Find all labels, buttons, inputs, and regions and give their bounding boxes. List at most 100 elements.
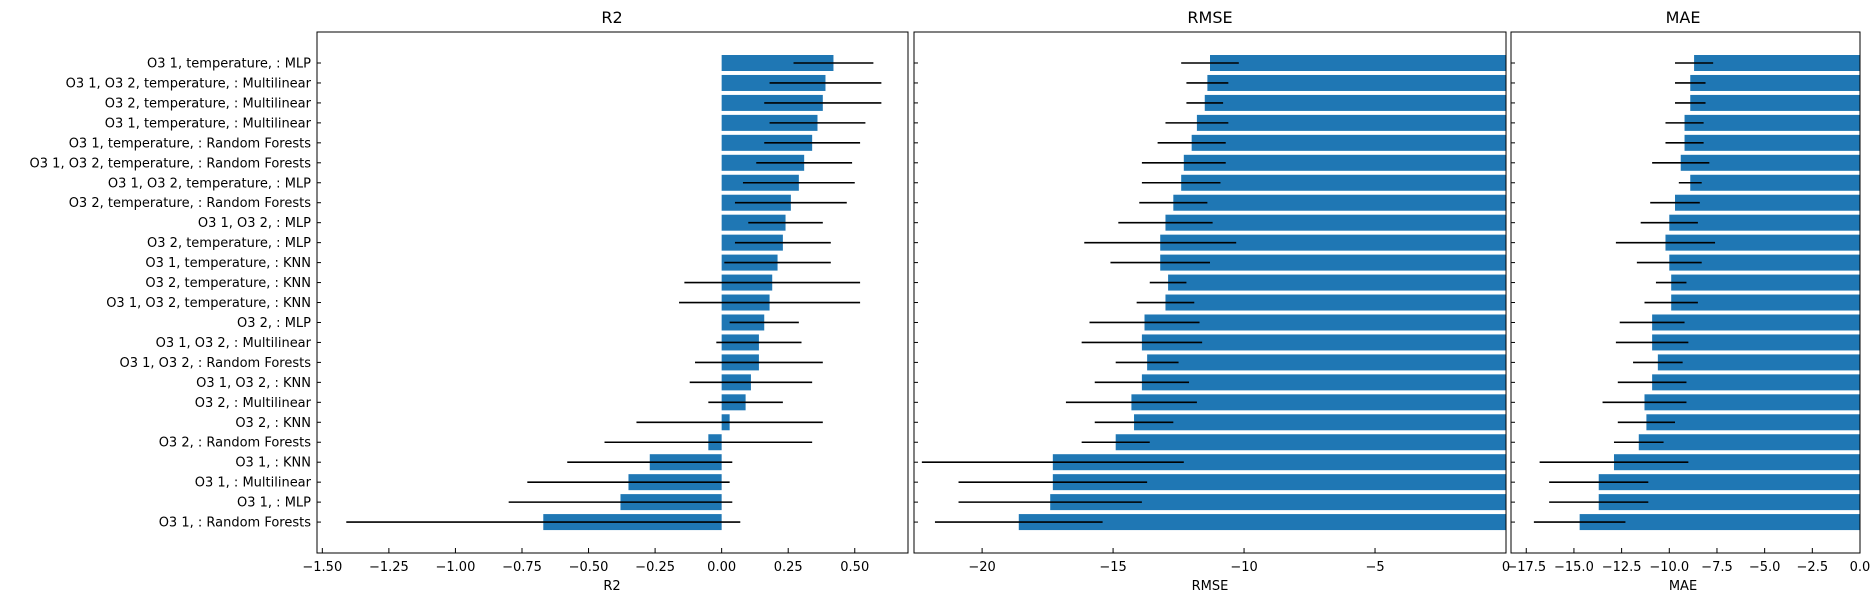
category-label: O3 2, temperature, : MLP — [147, 236, 311, 251]
bar — [1671, 274, 1860, 291]
bar — [1598, 474, 1860, 491]
x-tick-label: −1.00 — [436, 560, 476, 575]
x-tick-label: −2.5 — [1797, 560, 1829, 575]
r2-panel: R2 R2 −1.50 −1.25 −1.00 −0.75 −0.50 −0.25 0.00… — [302, 8, 909, 594]
bar — [1144, 314, 1506, 331]
bar — [1173, 194, 1506, 211]
mae-panel: MAE MAE −17.5 −15.0 −12.5 −10.0 −7.5 −5.0 −2.5… — [1506, 8, 1870, 594]
bar — [1690, 94, 1860, 111]
bar — [1181, 174, 1506, 191]
bar — [1669, 254, 1860, 271]
category-label: O3 1, O3 2, : MLP — [198, 216, 311, 231]
category-label: O3 1, O3 2, temperature, : Multilinear — [66, 76, 312, 91]
bar — [1141, 334, 1506, 351]
bar — [1680, 154, 1860, 171]
x-tick-label: −0.75 — [502, 560, 542, 575]
x-tick-label: −5.0 — [1749, 560, 1781, 575]
bar — [1052, 454, 1506, 471]
bar — [1579, 514, 1860, 531]
bar — [1690, 174, 1860, 191]
bar — [1147, 354, 1506, 371]
bar — [1598, 494, 1860, 511]
category-label: O3 1, O3 2, : Multilinear — [156, 336, 312, 351]
bar — [1638, 434, 1860, 451]
bar — [1191, 134, 1506, 151]
bar — [1052, 474, 1506, 491]
bar — [1141, 374, 1506, 391]
category-label: O3 1, : KNN — [235, 456, 311, 471]
bar — [1204, 94, 1506, 111]
axes-frame — [1510, 31, 1861, 554]
category-label: O3 1, temperature, : KNN — [145, 256, 311, 271]
category-label: O3 2, : KNN — [235, 416, 311, 431]
bar — [1160, 254, 1506, 271]
category-label: O3 1, temperature, : Random Forests — [69, 136, 312, 151]
bar — [1134, 414, 1506, 431]
x-tick-label: −0.25 — [635, 560, 675, 575]
x-tick-label: −20 — [968, 560, 995, 575]
r2-axis-label: R2 — [603, 579, 620, 594]
category-label: O3 2, temperature, : KNN — [145, 276, 311, 291]
x-tick-label: 0.50 — [840, 560, 869, 575]
axes-frame — [913, 31, 1507, 554]
bar — [1050, 494, 1506, 511]
x-tick-label: −17.5 — [1506, 560, 1546, 575]
bar — [1652, 314, 1860, 331]
bar — [1210, 55, 1506, 71]
x-tick-label: −10 — [1230, 560, 1257, 575]
x-tick-label: −15.0 — [1554, 560, 1594, 575]
bar — [1665, 234, 1860, 251]
x-tick-label: 0.0 — [1850, 560, 1871, 575]
category-labels: O3 1, temperature, : MLP O3 1, O3 2, temp… — [30, 57, 312, 531]
x-tick-label: 0 — [1502, 560, 1510, 575]
x-tick-label: −1.50 — [302, 560, 342, 575]
mae-panel-title: MAE — [1666, 8, 1701, 27]
category-label: O3 1, : Multilinear — [195, 476, 312, 491]
bar — [1115, 434, 1506, 451]
bar — [1646, 414, 1860, 431]
category-label: O3 1, O3 2, temperature, : KNN — [106, 296, 311, 311]
mae-axis-label: MAE — [1669, 579, 1697, 594]
category-label: O3 2, : MLP — [237, 316, 311, 331]
bar — [1694, 55, 1860, 71]
rmse-panel-title: RMSE — [1187, 8, 1232, 27]
bar — [1690, 74, 1860, 91]
category-label: O3 2, temperature, : Random Forests — [69, 196, 312, 211]
bar — [1131, 394, 1506, 411]
x-tick-label: −7.5 — [1701, 560, 1733, 575]
axes-frame — [316, 31, 909, 554]
x-tick-label: −5 — [1365, 560, 1384, 575]
x-tick-label: −15 — [1099, 560, 1126, 575]
x-tick-label: −0.50 — [569, 560, 609, 575]
bar — [1613, 454, 1860, 471]
bar — [1165, 294, 1506, 311]
rmse-axis-label: RMSE — [1192, 579, 1229, 594]
category-label: O3 1, O3 2, temperature, : MLP — [108, 176, 311, 191]
category-label: O3 2, : Random Forests — [159, 436, 312, 451]
bar — [1669, 214, 1860, 231]
x-tick-label: 0.25 — [774, 560, 803, 575]
bar — [1207, 74, 1506, 91]
x-tick-label: −1.25 — [369, 560, 409, 575]
category-label: O3 1, O3 2, temperature, : Random Forest… — [30, 156, 312, 171]
rmse-panel: RMSE RMSE −20 −15 −10 −5 0 — [913, 8, 1510, 594]
category-label: O3 1, : MLP — [237, 496, 311, 511]
x-tick-label: −10.0 — [1649, 560, 1689, 575]
bar — [1196, 114, 1506, 131]
bar — [1168, 274, 1506, 291]
bar — [1671, 294, 1860, 311]
category-label: O3 1, : Random Forests — [159, 516, 312, 531]
bar — [1684, 134, 1860, 151]
bar — [1652, 334, 1860, 351]
bar — [1684, 114, 1860, 131]
bar — [1644, 394, 1860, 411]
category-label: O3 1, temperature, : MLP — [147, 57, 311, 72]
category-label: O3 1, O3 2, : KNN — [196, 376, 311, 391]
x-tick-label: −12.5 — [1602, 560, 1642, 575]
category-label: O3 2, : Multilinear — [195, 396, 312, 411]
bar — [1018, 514, 1506, 531]
bar — [1675, 194, 1860, 211]
bar — [1160, 234, 1506, 251]
bar — [1657, 354, 1860, 371]
